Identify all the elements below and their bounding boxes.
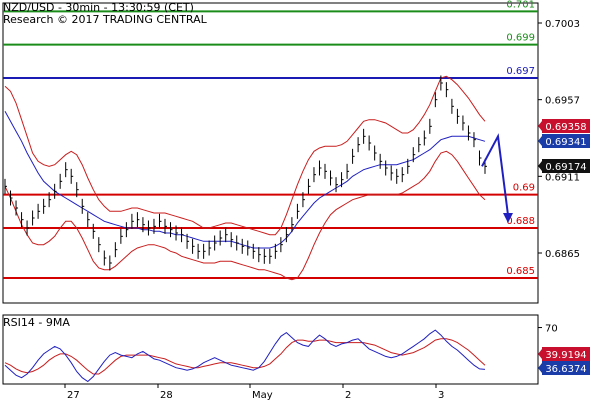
y-tick-label: 0.6911 bbox=[545, 172, 580, 183]
main-plot-border bbox=[2, 2, 539, 304]
price-tag bbox=[542, 119, 590, 133]
chart-title: NZD/USD - 30min - 13:30:59 (CET) bbox=[3, 1, 194, 14]
rsi-ma-line bbox=[4, 338, 486, 375]
chart-credit: Research © 2017 TRADING CENTRAL bbox=[3, 13, 207, 26]
price-tag-label: 0.69341 bbox=[545, 137, 586, 148]
axes: 0.7003 0.6957 0.6911 0.6865 27 28 May 2 3 0.69358… bbox=[64, 19, 590, 400]
x-tick-label: 27 bbox=[67, 390, 80, 400]
price-tag-pointer bbox=[538, 161, 542, 171]
bollinger-lower-band bbox=[4, 150, 486, 281]
rsi-line bbox=[4, 329, 486, 383]
rsi-plot-border bbox=[2, 314, 539, 385]
price-tag-pointer bbox=[538, 136, 542, 146]
chart-frame bbox=[2, 2, 539, 385]
price-tag-label: 39.9194 bbox=[545, 350, 586, 361]
price-tag-pointer bbox=[538, 349, 542, 359]
level-label: 0.688 bbox=[506, 216, 535, 227]
rsi-plot bbox=[4, 329, 486, 383]
rsi-title: RSI14 - 9MA bbox=[3, 316, 70, 329]
price-tag-pointer bbox=[538, 363, 542, 373]
forecast-arrow-head bbox=[503, 213, 513, 223]
level-label: 0.697 bbox=[506, 66, 535, 77]
x-tick-label: 28 bbox=[160, 390, 173, 400]
level-label: 0.699 bbox=[506, 33, 535, 44]
price-tag bbox=[542, 347, 590, 361]
main-price-plot: 0.701 0.699 0.697 0.69 0.688 0.685 bbox=[3, 0, 538, 281]
x-tick-label: 3 bbox=[438, 390, 444, 400]
level-label: 0.69 bbox=[513, 183, 535, 194]
y-tick-label: 0.6957 bbox=[545, 96, 580, 107]
y-tick-label: 0.7003 bbox=[545, 19, 580, 30]
price-tag-pointer bbox=[538, 121, 542, 131]
forecast-arrow-line bbox=[481, 133, 509, 216]
price-tag-label: 0.69174 bbox=[545, 162, 586, 173]
bollinger-upper-band bbox=[4, 75, 486, 236]
level-label: 0.685 bbox=[506, 266, 535, 277]
y-tick-label: 0.6865 bbox=[545, 249, 580, 260]
price-tag bbox=[542, 361, 590, 375]
level-label: 0.701 bbox=[506, 0, 535, 10]
price-tag bbox=[542, 159, 590, 173]
rsi-y-tick-label: 70 bbox=[545, 324, 558, 335]
x-tick-label: May bbox=[252, 390, 273, 400]
moving-average-line bbox=[4, 111, 486, 249]
price-tag-label: 36.6374 bbox=[545, 364, 586, 375]
price-tag-label: 0.69358 bbox=[545, 122, 586, 133]
x-tick-label: 2 bbox=[345, 390, 351, 400]
price-tag bbox=[542, 134, 590, 148]
